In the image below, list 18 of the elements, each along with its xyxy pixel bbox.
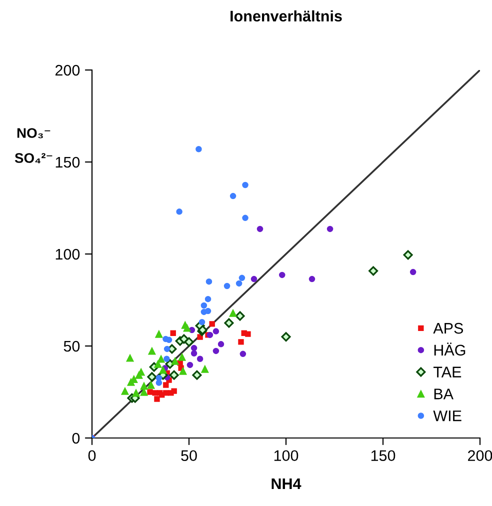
legend-label: WIE bbox=[433, 410, 462, 422]
legend-label: TAE bbox=[433, 366, 462, 378]
x-tick-label: 0 bbox=[88, 450, 96, 462]
y-tick-label: 200 bbox=[55, 64, 80, 76]
y-axis-title: NO₃⁻ SO₄²⁻ bbox=[14, 128, 52, 164]
x-axis-title: NH4 bbox=[272, 478, 302, 490]
y-tick-label: 0 bbox=[72, 432, 80, 444]
legend-label: HÄG bbox=[434, 342, 466, 356]
chart-title: Ionenverhältnis bbox=[230, 10, 342, 22]
x-tick-label: 150 bbox=[371, 450, 396, 462]
x-tick-label: 100 bbox=[274, 450, 298, 462]
y-tick-label: 150 bbox=[56, 156, 80, 168]
y-tick-label: 100 bbox=[56, 248, 80, 260]
x-tick-label: 200 bbox=[468, 450, 492, 462]
y-tick-label: 50 bbox=[64, 340, 80, 352]
legend-label: APS bbox=[433, 322, 464, 334]
legend-label: BA bbox=[434, 388, 454, 400]
x-tick-label: 50 bbox=[181, 450, 197, 462]
